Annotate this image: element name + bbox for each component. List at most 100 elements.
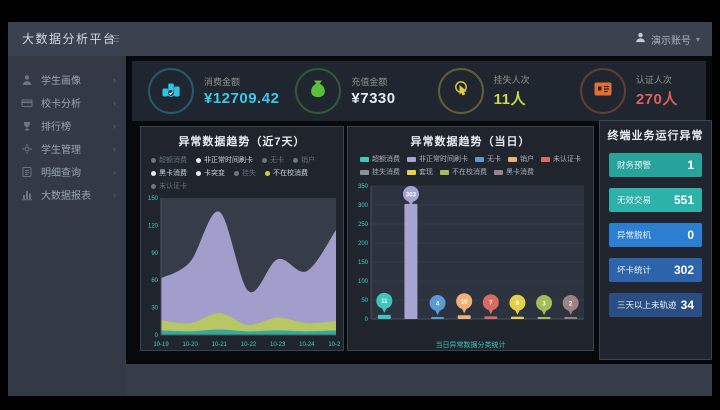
legend-item[interactable]: 黑卡消费 — [151, 168, 187, 178]
legend-swatch — [407, 156, 416, 162]
legend-swatch — [440, 169, 449, 175]
kpi-texts: 挂失人次 11人 — [494, 73, 530, 109]
kpi-texts: 消费金额 ¥12709.42 — [204, 75, 279, 107]
svg-text:120: 120 — [148, 223, 159, 229]
svg-text:10-25: 10-25 — [328, 342, 340, 348]
sidebar-item-3[interactable]: 排行榜 › — [8, 114, 126, 137]
svg-text:90: 90 — [151, 251, 158, 257]
chevron-right-icon: › — [113, 97, 116, 108]
legend-label: 非正常时间刷卡 — [419, 156, 468, 163]
legend-item[interactable]: 销户 — [508, 154, 534, 164]
legend-item[interactable]: 不在校消费 — [440, 167, 487, 177]
kpi-card-3: 挂失人次 11人 — [422, 61, 564, 121]
chevron-right-icon: › — [113, 143, 116, 154]
legend-item[interactable]: 挂失消费 — [360, 167, 400, 177]
kpi-value: 270人 — [635, 91, 678, 108]
legend-item[interactable]: 不在校消费 — [265, 168, 308, 178]
legend-label: 不在校消费 — [452, 169, 487, 176]
user-menu[interactable]: 演示账号 ▾ — [635, 22, 700, 56]
legend-dot — [151, 157, 156, 163]
svg-text:300: 300 — [358, 203, 369, 209]
sidebar-item-label: 校卡分析 — [41, 99, 81, 110]
id-card-icon — [592, 78, 614, 105]
top-header: 大数据分析平台 演示账号 ▾ — [8, 22, 712, 56]
legend-label: 挂失 — [242, 170, 256, 177]
sidebar-item-2[interactable]: 校卡分析 › — [8, 91, 126, 114]
sidebar-item-label: 排行榜 — [41, 122, 71, 133]
legend-item[interactable]: 挂失 — [234, 168, 256, 178]
stat-row-5[interactable]: 三天以上未轨迹 34 — [609, 293, 702, 317]
daily-chart-caption: 当日异常数据分类统计 — [435, 342, 506, 349]
legend-item[interactable]: 黑卡消费 — [494, 167, 534, 177]
stat-row-4[interactable]: 坏卡统计 302 — [609, 258, 702, 282]
legend-item[interactable]: 非正常时间刷卡 — [407, 154, 468, 164]
legend-label: 无卡 — [487, 156, 501, 163]
legend-label: 销户 — [520, 156, 534, 163]
legend-item[interactable]: 超额消费 — [360, 154, 400, 164]
legend-label: 未认证卡 — [553, 156, 581, 163]
legend-item[interactable]: 无卡 — [262, 155, 284, 165]
legend-item[interactable]: 超额消费 — [151, 155, 187, 165]
legend-item[interactable]: 无卡 — [475, 154, 501, 164]
kpi-label: 挂失人次 — [493, 75, 530, 85]
stat-row-3[interactable]: 异常脱机 0 — [609, 223, 702, 247]
legend-label: 销户 — [301, 157, 315, 164]
legend-dot — [151, 170, 156, 176]
svg-text:350: 350 — [358, 184, 369, 190]
stat-label: 无效交易 — [617, 195, 652, 205]
svg-text:10-20: 10-20 — [182, 342, 198, 348]
stat-value: 302 — [673, 263, 694, 277]
card-icon — [21, 96, 34, 109]
svg-text:0: 0 — [155, 333, 159, 339]
legend-item[interactable]: 销户 — [293, 155, 315, 165]
legend-swatch — [494, 169, 503, 175]
kpi-label: 认证人次 — [635, 75, 672, 85]
svg-text:10: 10 — [461, 300, 468, 306]
menu-collapse-icon[interactable] — [108, 35, 119, 43]
svg-text:10-24: 10-24 — [299, 342, 315, 348]
legend-label: 超额消费 — [159, 157, 187, 164]
legend-swatch — [360, 156, 369, 162]
app-frame: 大数据分析平台 演示账号 ▾ 学生画像 › 校卡分析 › 排行榜 › 学生管理 › 明细查询 › 大… — [8, 22, 712, 396]
sidebar-item-label: 学生管理 — [41, 145, 81, 156]
svg-text:¥: ¥ — [316, 86, 321, 95]
stat-row-1[interactable]: 财务预警 1 — [609, 153, 702, 177]
stat-row-2[interactable]: 无效交易 551 — [609, 188, 702, 212]
stat-label: 异常脱机 — [617, 230, 652, 240]
chevron-right-icon: › — [113, 120, 116, 131]
kpi-card-4: 认证人次 270人 — [564, 61, 706, 121]
sidebar-item-5[interactable]: 明细查询 › — [8, 160, 126, 183]
stat-value: 34 — [680, 298, 694, 312]
weekly-anomaly-title: 异常数据趋势（近7天） — [178, 136, 306, 148]
svg-text:50: 50 — [361, 298, 368, 304]
kpi-ring — [437, 68, 484, 114]
legend-item[interactable]: 非正常时间刷卡 — [196, 155, 253, 165]
stat-label: 坏卡统计 — [617, 265, 652, 275]
svg-text:30: 30 — [151, 306, 158, 312]
main-content: 消费金额 ¥12709.42 ¥ 充值金额 ¥7330 挂失人次 11人 认证人次 270人 异… — [126, 56, 712, 364]
sidebar-item-4[interactable]: 学生管理 › — [8, 137, 126, 160]
kpi-ring — [148, 68, 194, 114]
svg-text:2: 2 — [569, 301, 573, 307]
legend-item[interactable]: 卡突变 — [196, 168, 225, 178]
svg-text:11: 11 — [381, 299, 388, 305]
svg-text:3: 3 — [542, 301, 546, 307]
sidebar-item-6[interactable]: 大数据报表 › — [8, 183, 126, 206]
legend-item[interactable]: 套现 — [407, 167, 433, 177]
legend-item[interactable]: 未认证卡 — [541, 154, 581, 164]
weekly-anomaly-area-chart: 150 120 90 60 30 0 10-19 10-20 10-21 10-22 10-23 10… — [148, 196, 340, 348]
legend-dot — [196, 170, 201, 176]
legend-label: 套现 — [419, 169, 433, 176]
terminal-anomaly-title: 终端业务运行异常 — [607, 130, 704, 142]
svg-text:150: 150 — [148, 196, 159, 202]
legend-dot — [293, 157, 298, 163]
svg-text:10-23: 10-23 — [270, 342, 286, 348]
coins-icon — [160, 78, 182, 105]
sidebar-item-1[interactable]: 学生画像 › — [8, 68, 126, 91]
student-icon — [21, 73, 34, 86]
kpi-card-2: ¥ 充值金额 ¥7330 — [279, 61, 421, 121]
kpi-card-1: 消费金额 ¥12709.42 — [132, 61, 279, 121]
legend-item[interactable]: 未认证卡 — [151, 181, 187, 191]
daily-anomaly-bar-chart: 0 50 100 150 200 250 300 350 11 303 4 10 7 6 3 2 — [358, 184, 584, 323]
svg-text:100: 100 — [358, 279, 369, 285]
